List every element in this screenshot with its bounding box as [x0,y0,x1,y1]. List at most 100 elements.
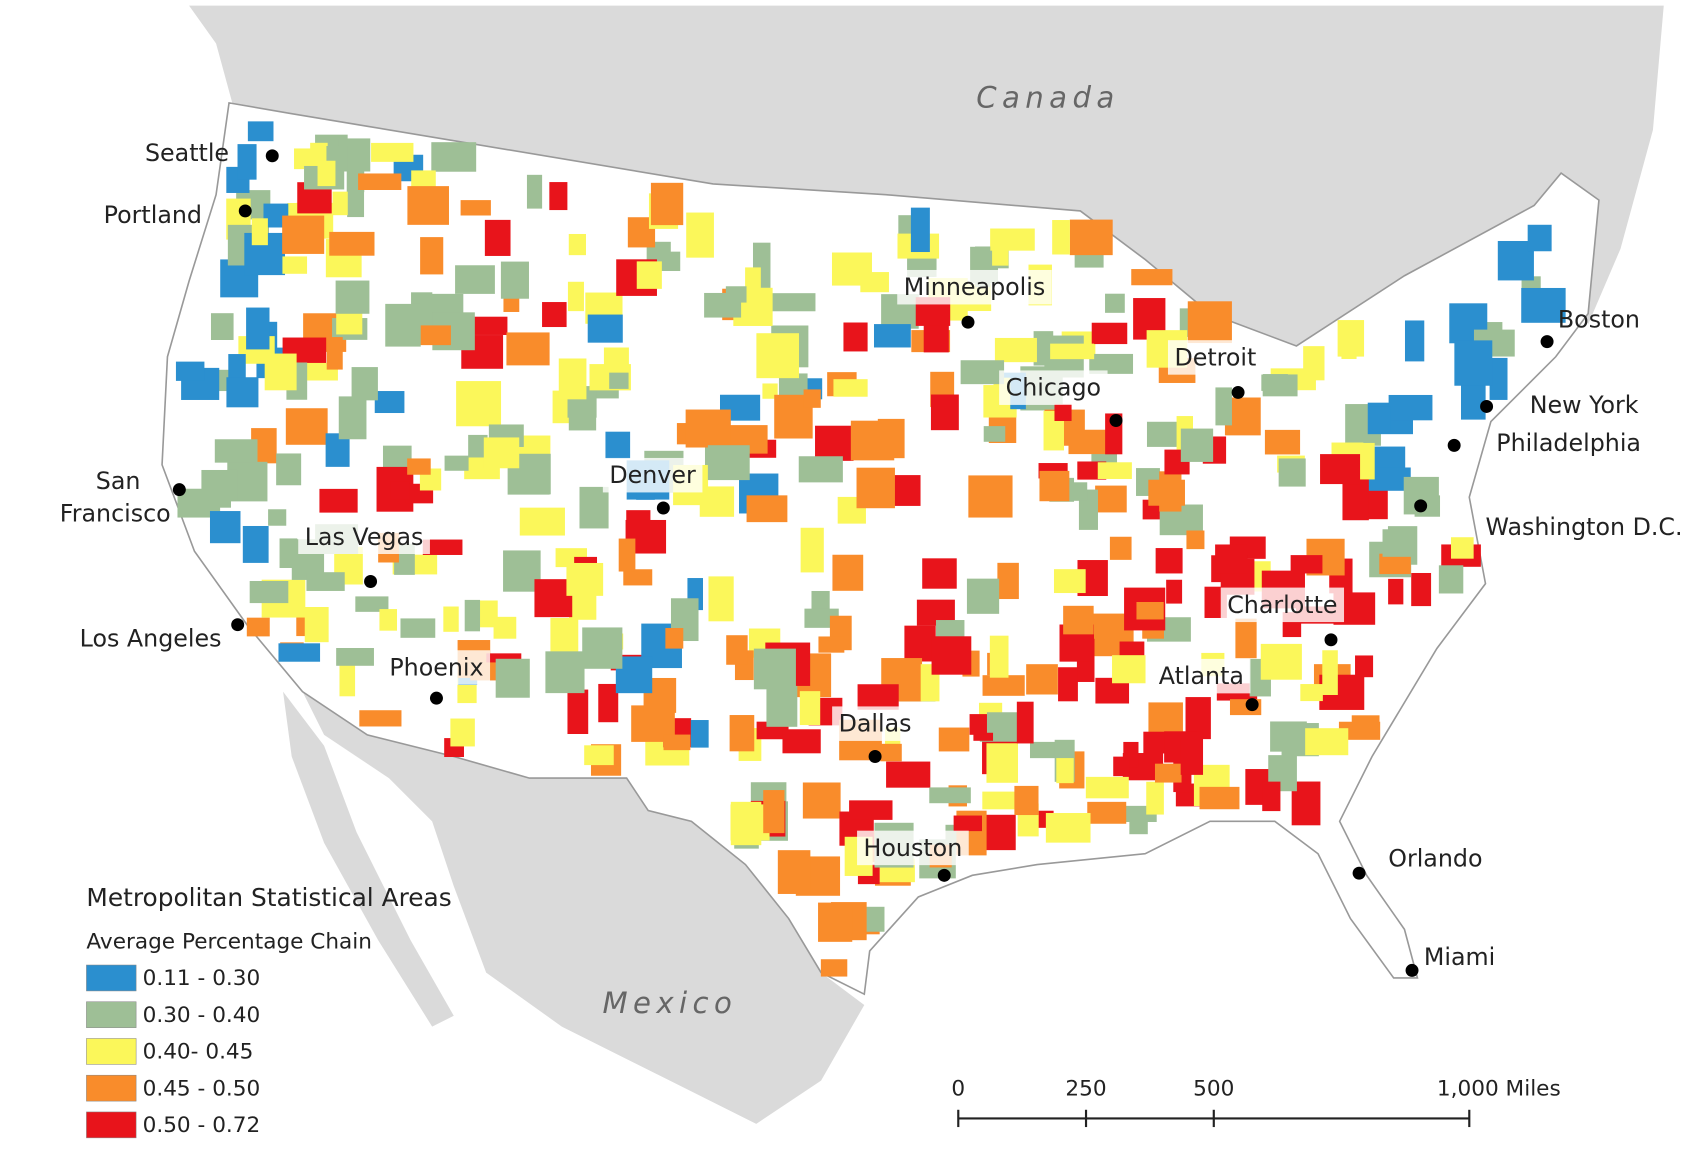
msa-area [526,174,543,209]
msa-area [605,431,631,459]
baja-land [283,691,454,1027]
msa-area [339,656,356,697]
scale-label: 0 [951,1076,965,1101]
msa-area [1066,482,1088,501]
msa-area [335,280,370,314]
msa-area [382,445,412,470]
msa-area [359,710,402,727]
msa-area [609,372,629,389]
msa-area [1085,776,1129,799]
msa-area [982,675,1025,696]
msa-area [347,186,365,218]
msa-area [422,539,463,555]
msa-area [319,488,358,513]
city-label: Philadelphia [1496,429,1641,457]
msa-area [820,959,848,977]
label-box [857,830,969,866]
msa-area [983,426,1006,442]
msa-area [282,256,308,274]
legend-swatch [86,1111,137,1139]
msa-area [1388,578,1404,605]
msa-area [450,718,475,747]
city-dot [937,868,951,882]
msa-area [665,628,684,649]
msa-area [247,121,274,142]
msa-area [1262,781,1281,812]
msa-area [242,525,269,563]
msa-area [865,906,885,932]
city-label: New York [1530,391,1639,419]
msa-area [460,200,491,216]
msa-area [603,347,629,369]
msa-area [811,590,830,612]
label-box [382,650,491,685]
city-label: Orlando [1388,845,1482,873]
msa-area [210,313,234,340]
msa-area [1355,655,1374,678]
msa-area [815,425,854,461]
msa-area [251,218,268,246]
city-dot [868,750,882,763]
msa-area [997,562,1019,600]
msa-area [686,212,714,258]
msa-area [818,636,845,653]
msa-area [994,337,1037,363]
city-label: Boston [1558,306,1640,334]
city-dot [1231,385,1245,399]
msa-area [484,219,511,256]
msa-area [685,409,731,448]
msa-area [1053,569,1086,594]
city-label: Washington D.C. [1485,513,1682,541]
label-box [1167,340,1263,375]
msa-area [326,337,343,370]
msa-area [708,576,734,622]
msa-area [175,361,205,381]
msa-area [1131,269,1173,286]
msa-area [857,684,899,710]
msa-area [351,367,378,401]
msa-area [567,281,584,312]
msa-area [1264,429,1301,455]
msa-area [545,651,585,694]
msa-area [1388,394,1433,421]
msa-area [1087,801,1127,824]
msa-area [358,173,402,190]
msa-area [746,495,788,523]
msa-area [771,293,816,312]
city-dot [1447,438,1461,452]
msa-area [1215,387,1232,426]
msa-area [246,617,270,637]
canada-land [189,5,1664,357]
msa-area [1056,758,1074,784]
msa-area [1199,786,1240,810]
msa-area [503,550,541,592]
msa-area [1369,406,1391,433]
msa-area [500,261,529,299]
msa-area [762,383,778,399]
msa-area [763,790,785,834]
msa-area [1069,219,1113,256]
msa-area [726,635,748,665]
msa-area [579,486,609,529]
msa-area [336,310,363,335]
msa-area [407,458,431,475]
label-box [602,457,703,493]
msa-area [566,562,604,596]
msa-area [1365,467,1411,491]
msa-area [285,408,328,445]
msa-area [214,439,258,463]
msa-area [587,314,623,343]
msa-area [745,267,761,290]
city-label: Houston [864,834,963,862]
city-label: Chicago [1006,374,1101,402]
legend-label: 0.40- 0.45 [143,1040,254,1065]
msa-area [1186,530,1205,550]
legend-label: 0.11 - 0.30 [143,966,261,991]
city-dot [238,204,252,218]
msa-area [1016,701,1034,744]
msa-area [317,160,336,187]
msa-area [1290,555,1323,574]
legend-swatch [86,1074,137,1102]
city-dot [231,618,245,632]
msa-area [766,684,798,727]
